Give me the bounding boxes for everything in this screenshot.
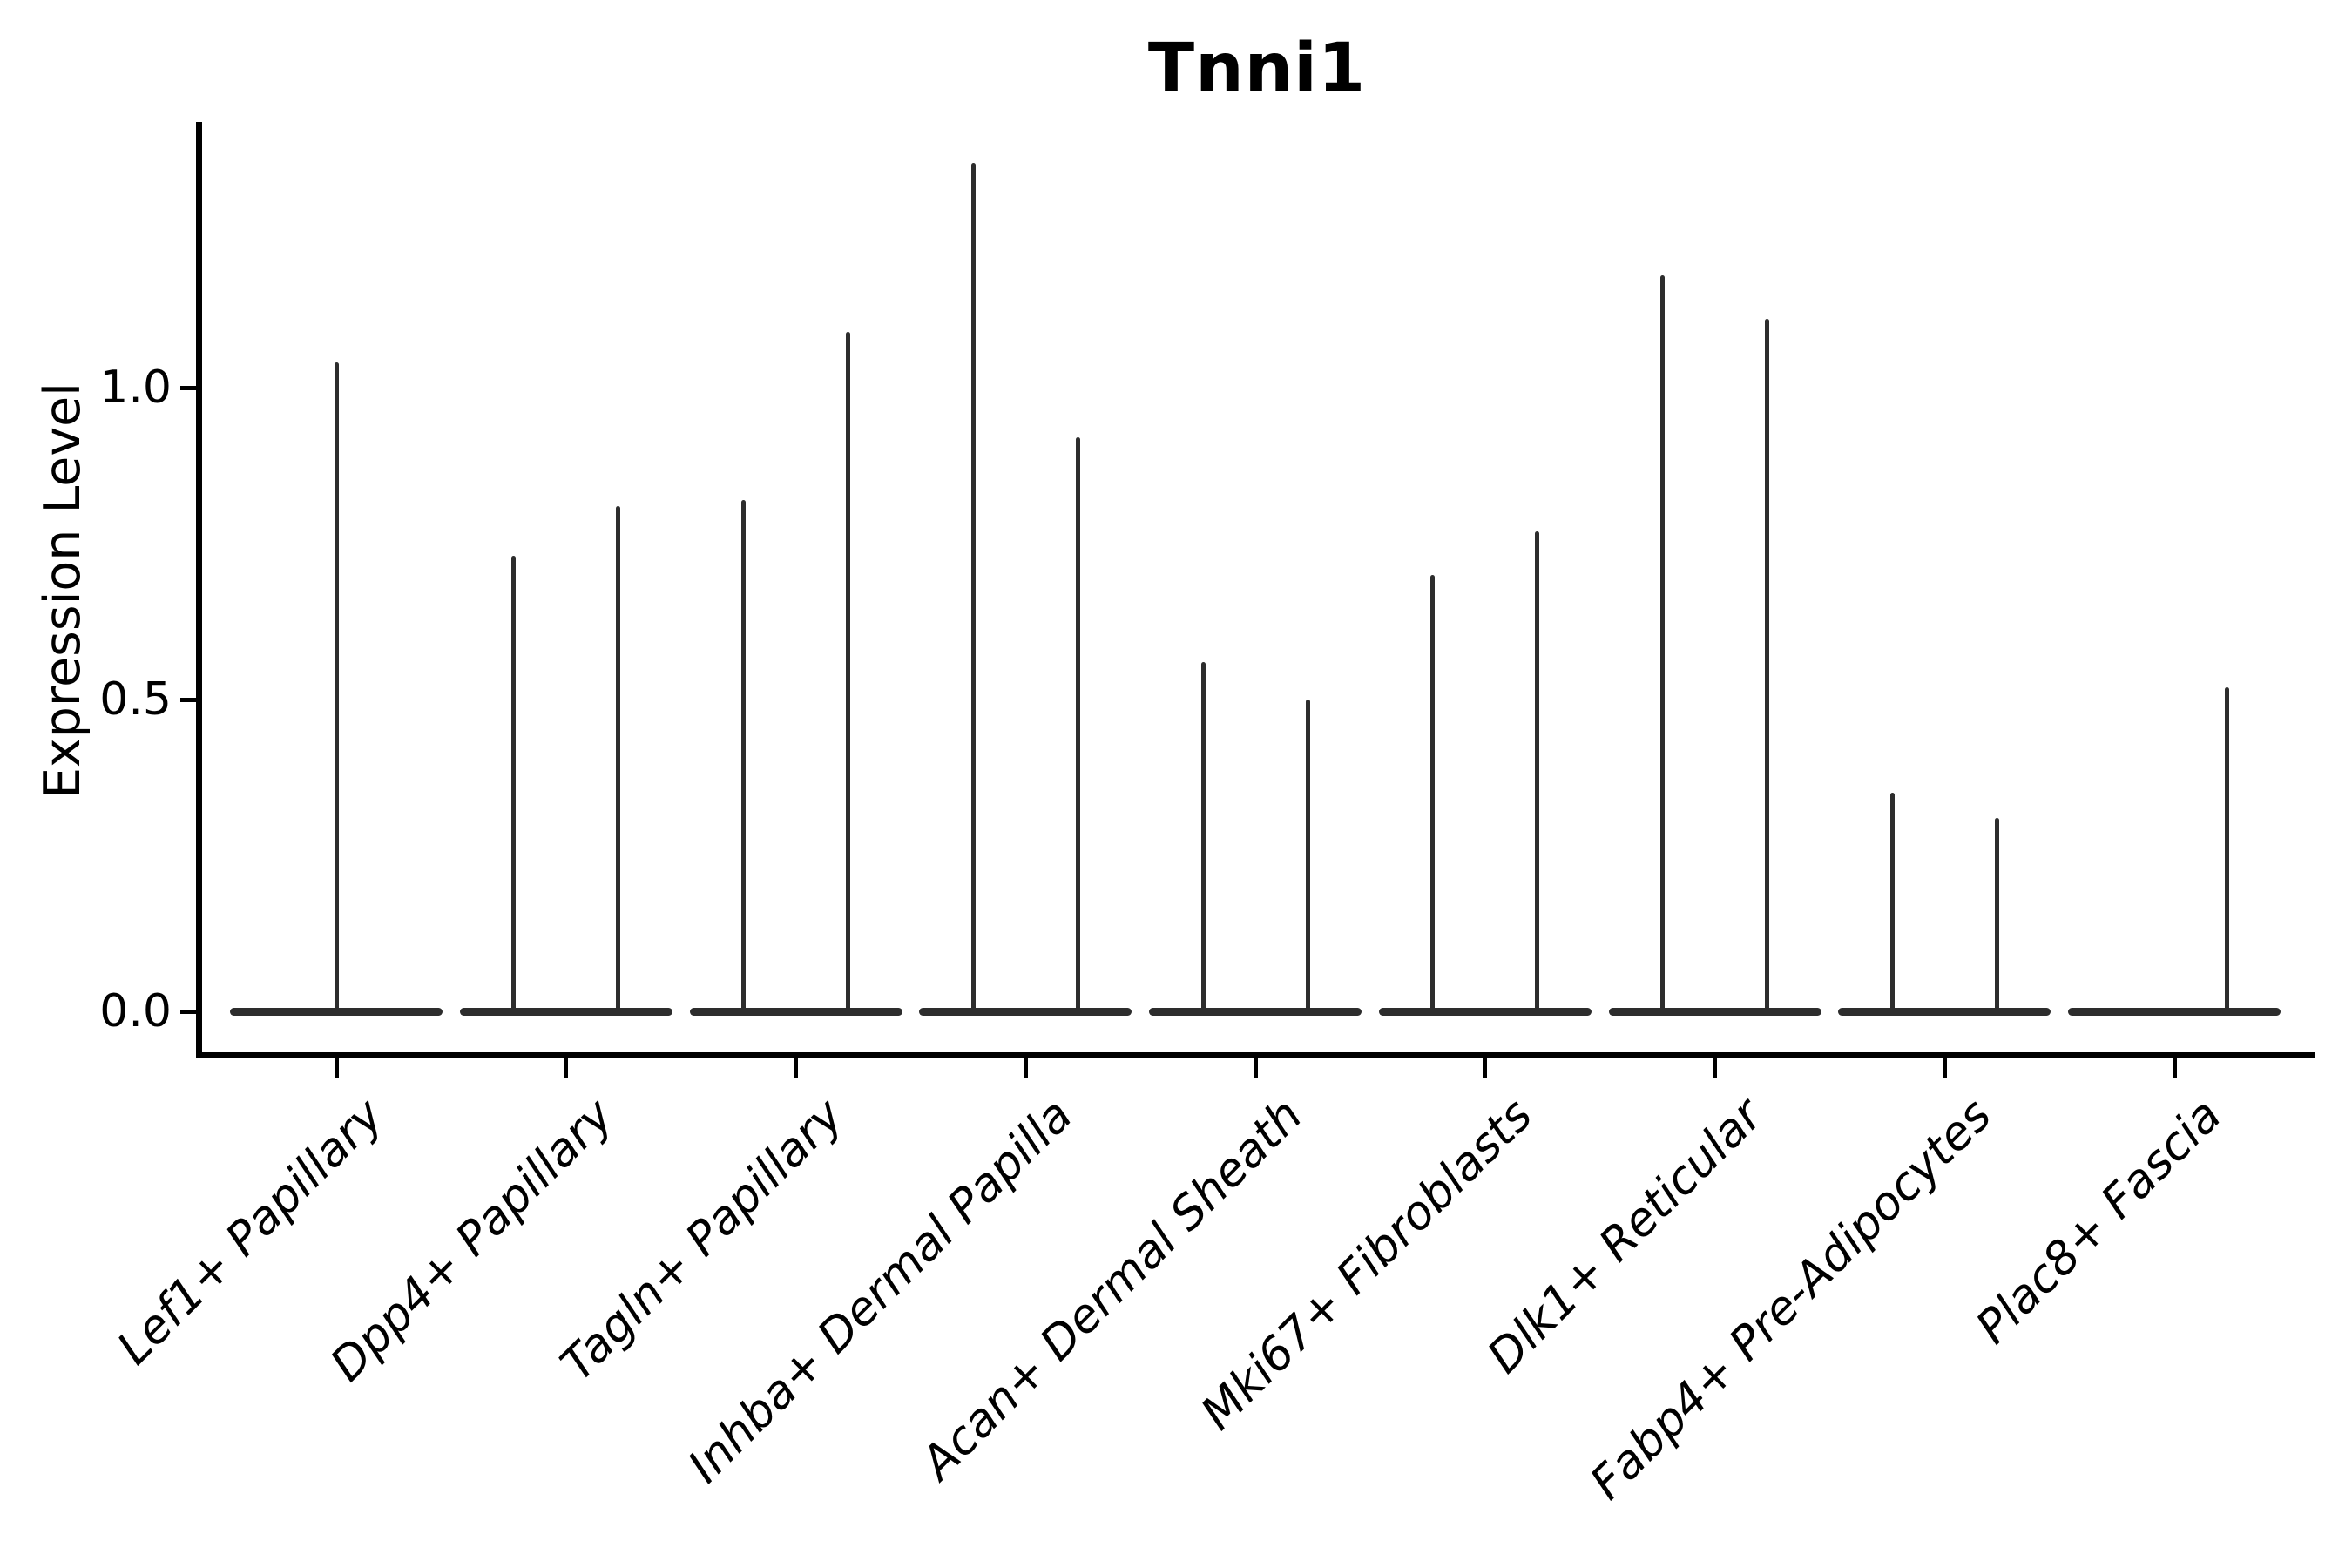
x-tick-label: Plac8+ Fascia xyxy=(1965,1088,2232,1355)
x-tick-label: Dpp4+ Papillary xyxy=(320,1088,624,1392)
violin-spike xyxy=(1430,574,1436,1011)
x-tick-label: Dlk1+ Reticular xyxy=(1477,1088,1773,1384)
violin-spike xyxy=(846,331,850,1011)
violin-spike xyxy=(511,556,517,1011)
violin-spike xyxy=(616,506,621,1011)
x-tick-mark xyxy=(1253,1058,1258,1078)
x-tick-label: Fabp4+ Pre-Adipocytes xyxy=(1580,1088,2003,1511)
y-tick-label: 1.0 xyxy=(99,362,172,414)
violin-body xyxy=(1838,1007,2051,1016)
x-tick-mark xyxy=(794,1058,798,1078)
violin-spike xyxy=(1889,793,1895,1011)
y-tick-mark xyxy=(180,385,196,390)
x-tick-mark xyxy=(1942,1058,1947,1078)
violin-body xyxy=(919,1007,1132,1016)
violin-body xyxy=(2068,1007,2281,1016)
violin-spike xyxy=(1994,818,1999,1011)
x-tick-mark xyxy=(334,1058,339,1078)
violin-spike xyxy=(1200,662,1206,1011)
page-title: Tnni1 xyxy=(1147,30,1367,108)
y-axis-line xyxy=(196,122,202,1058)
violin-body xyxy=(1608,1007,1821,1016)
violin-spike xyxy=(1305,700,1310,1011)
violin-spike xyxy=(2224,686,2229,1011)
violin-body xyxy=(1149,1007,1362,1016)
x-tick-mark xyxy=(1483,1058,1488,1078)
y-tick-mark xyxy=(180,1009,196,1014)
violin-body xyxy=(1378,1007,1592,1016)
x-tick-mark xyxy=(564,1058,569,1078)
x-tick-mark xyxy=(1023,1058,1028,1078)
x-tick-label: Tagln+ Papillary xyxy=(550,1088,854,1392)
violin-spike xyxy=(334,362,339,1011)
violin-spike xyxy=(1660,275,1665,1011)
violin-body xyxy=(230,1007,443,1016)
x-tick-label: Mki67+ Fibroblasts xyxy=(1190,1088,1543,1441)
x-tick-label: Acan+ Dermal Sheath xyxy=(911,1088,1313,1490)
violin-spike xyxy=(1535,531,1540,1011)
y-tick-mark xyxy=(180,697,196,702)
violin-body xyxy=(689,1007,902,1016)
violin-spike xyxy=(1765,319,1769,1011)
y-tick-label: 0.5 xyxy=(99,673,172,726)
y-tick-label: 0.0 xyxy=(99,985,172,1037)
violin-body xyxy=(459,1007,672,1016)
violin-spike xyxy=(741,499,746,1011)
x-tick-mark xyxy=(2172,1058,2177,1078)
violin-spike xyxy=(1075,437,1080,1011)
x-axis-line xyxy=(196,1052,2315,1058)
violin-spike xyxy=(970,163,976,1011)
x-tick-mark xyxy=(1713,1058,1717,1078)
x-tick-label: Inhba+ Dermal Papilla xyxy=(678,1088,1084,1494)
